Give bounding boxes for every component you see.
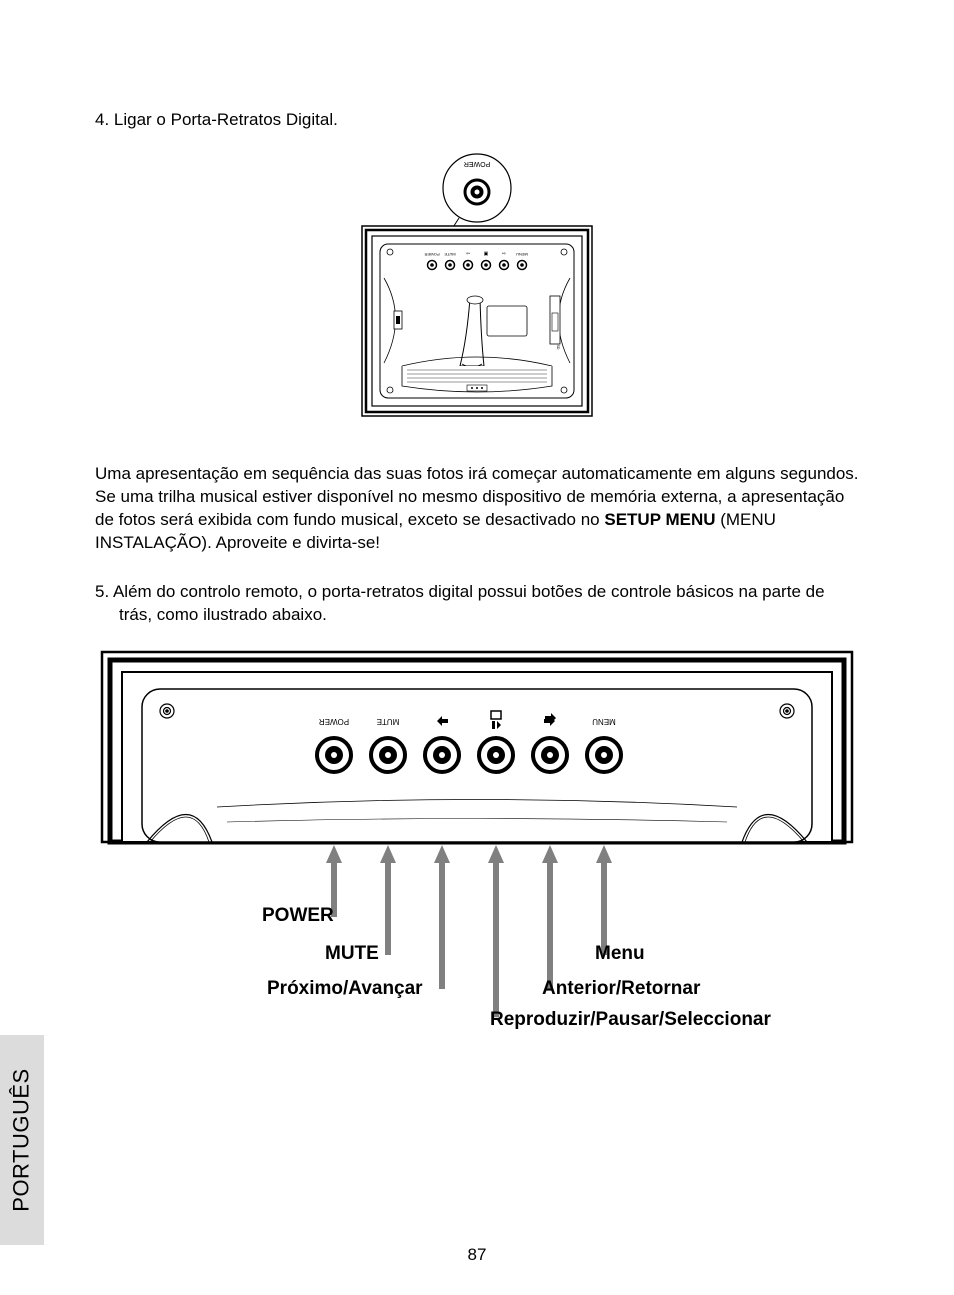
label-play: Reproduzir/Pausar/Seleccionar — [490, 1009, 771, 1031]
language-tab-text: PORTUGUÊS — [9, 1068, 35, 1211]
paragraph-setup-menu: SETUP MENU — [604, 510, 715, 529]
label-menu: Menu — [595, 943, 645, 965]
label-prev: Anterior/Retornar — [542, 978, 700, 1000]
step4-heading: 4. Ligar o Porta-Retratos Digital. — [95, 110, 859, 130]
label-mute: MUTE — [325, 943, 379, 965]
label-power: POWER — [262, 905, 334, 927]
info-paragraph: Uma apresentação em sequência das suas f… — [95, 463, 859, 555]
svg-text:▣: ▣ — [484, 251, 489, 257]
large-device-diagram: POWER MUTE MENU — [97, 647, 857, 1017]
label-next: Próximo/Avançar — [267, 978, 423, 1000]
svg-text:⇨: ⇨ — [502, 251, 506, 257]
svg-text:POWER: POWER — [424, 252, 439, 257]
step5-text: 5. Além do controlo remoto, o porta-retr… — [95, 581, 859, 627]
svg-text:MENU: MENU — [516, 252, 528, 257]
svg-text:MUTE: MUTE — [444, 252, 456, 257]
svg-text:SD: SD — [556, 345, 560, 350]
svg-text:MENU: MENU — [592, 717, 616, 726]
language-tab: PORTUGUÊS — [0, 1035, 44, 1245]
svg-text:MUTE: MUTE — [377, 717, 400, 726]
svg-text:POWER: POWER — [319, 717, 349, 726]
callout-power-label: POWER — [464, 160, 490, 167]
svg-text:⇦: ⇦ — [466, 251, 470, 257]
small-device-figure: POWER POWER MUTE ⇦ ▣ ⇨ — [95, 148, 859, 433]
page-number: 87 — [0, 1245, 954, 1265]
